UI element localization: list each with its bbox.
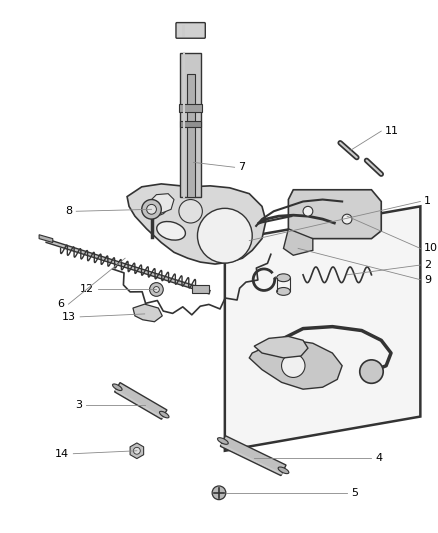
FancyBboxPatch shape <box>180 53 201 197</box>
Text: 7: 7 <box>239 162 246 172</box>
Polygon shape <box>220 435 286 475</box>
Polygon shape <box>115 383 167 419</box>
Circle shape <box>153 287 159 293</box>
Ellipse shape <box>159 411 169 418</box>
Ellipse shape <box>277 287 290 295</box>
FancyBboxPatch shape <box>191 285 209 293</box>
Circle shape <box>149 198 167 215</box>
Text: 13: 13 <box>62 312 76 322</box>
FancyBboxPatch shape <box>187 75 194 197</box>
Text: 4: 4 <box>375 453 382 463</box>
Circle shape <box>303 206 313 216</box>
FancyBboxPatch shape <box>180 122 201 127</box>
Ellipse shape <box>157 222 185 240</box>
Circle shape <box>147 205 156 214</box>
Polygon shape <box>133 304 162 322</box>
Text: 3: 3 <box>75 400 82 410</box>
FancyBboxPatch shape <box>179 104 202 111</box>
Circle shape <box>198 208 252 263</box>
Circle shape <box>149 282 163 296</box>
FancyBboxPatch shape <box>176 22 205 38</box>
Text: 5: 5 <box>351 488 358 498</box>
Polygon shape <box>249 340 342 389</box>
Circle shape <box>134 447 140 454</box>
Polygon shape <box>254 336 308 358</box>
Text: 12: 12 <box>80 285 94 294</box>
Circle shape <box>212 486 226 499</box>
Ellipse shape <box>278 467 289 474</box>
Polygon shape <box>127 184 266 264</box>
Ellipse shape <box>218 438 228 445</box>
Circle shape <box>342 214 352 224</box>
Circle shape <box>282 354 305 377</box>
Polygon shape <box>39 235 53 243</box>
Ellipse shape <box>277 274 290 281</box>
Text: 10: 10 <box>424 244 438 253</box>
Ellipse shape <box>113 384 122 391</box>
Text: 1: 1 <box>424 197 431 206</box>
Text: 11: 11 <box>385 126 399 136</box>
Text: 8: 8 <box>65 206 72 216</box>
Polygon shape <box>288 190 381 239</box>
Polygon shape <box>225 206 420 451</box>
Text: 6: 6 <box>57 299 64 309</box>
Circle shape <box>142 199 161 219</box>
Text: 9: 9 <box>424 274 431 285</box>
Circle shape <box>179 199 202 223</box>
Polygon shape <box>283 229 313 255</box>
Text: 2: 2 <box>424 260 431 270</box>
Polygon shape <box>152 193 174 213</box>
Text: 14: 14 <box>55 449 69 459</box>
Circle shape <box>360 360 383 383</box>
